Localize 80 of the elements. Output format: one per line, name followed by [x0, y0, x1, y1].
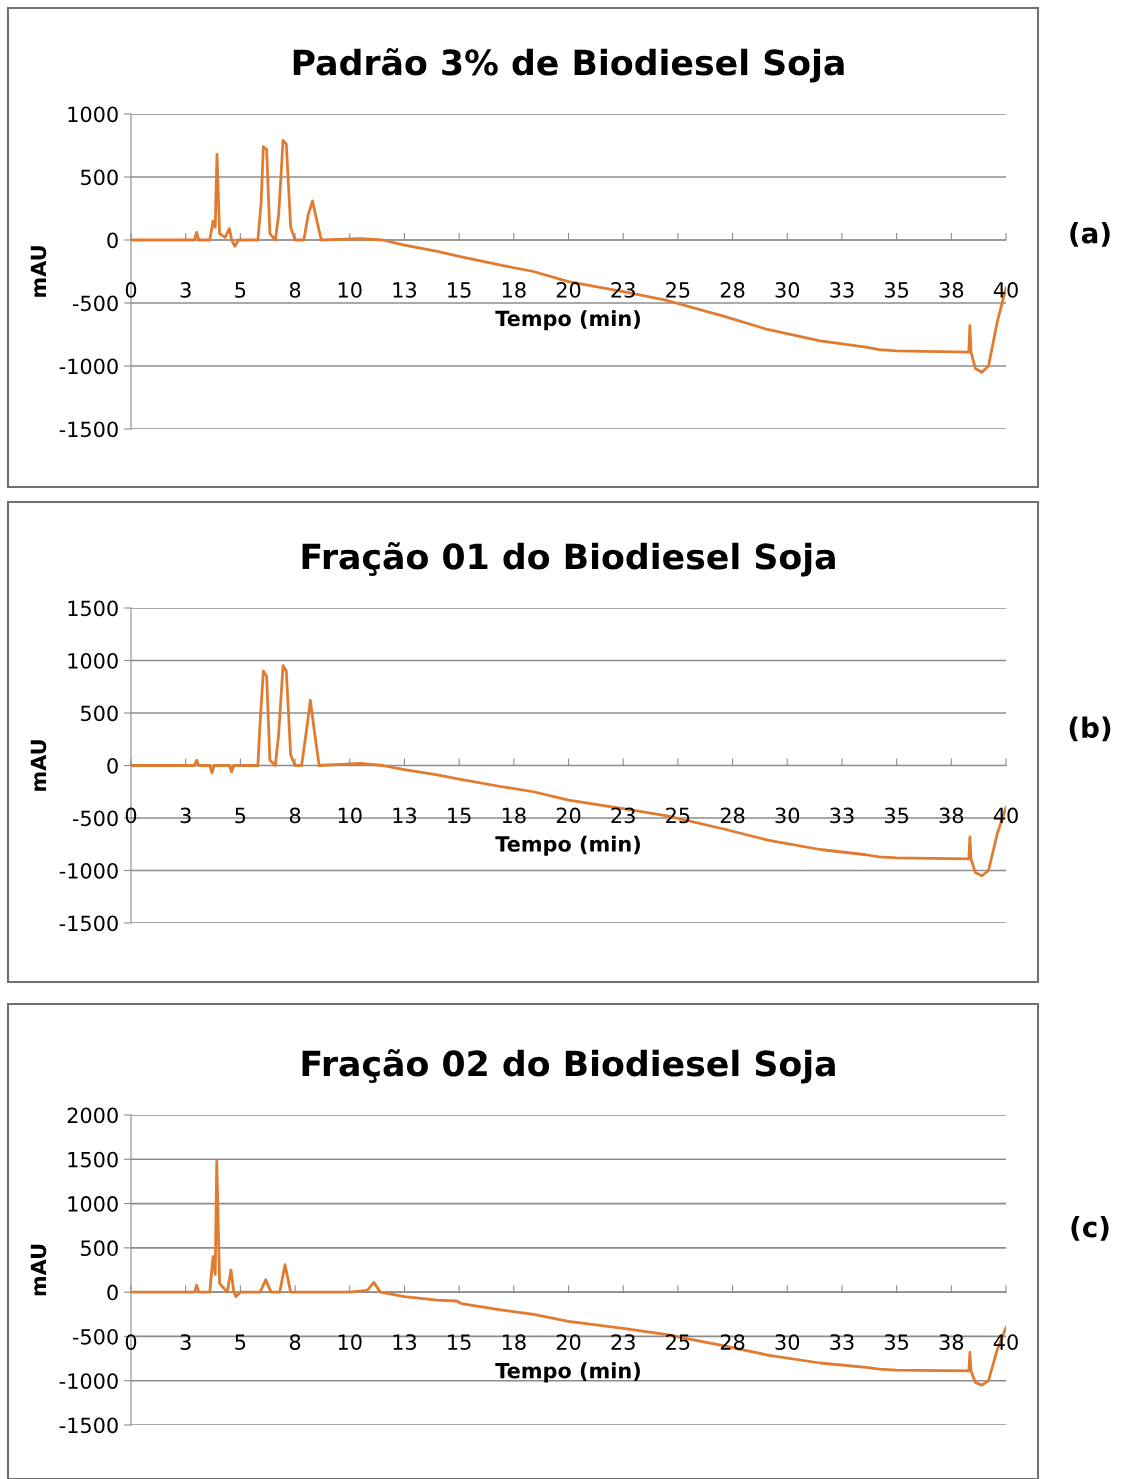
x-tick-label: 15 — [448, 1334, 471, 1350]
x-tick-label: 28 — [720, 1334, 745, 1350]
x-tick-label: 25 — [666, 282, 690, 298]
x-tick-label: 40 — [993, 282, 1018, 298]
text: (a) — [1070, 222, 1110, 247]
x-tick-label: 33 — [830, 1334, 854, 1350]
x-tick-label: 30 — [775, 282, 800, 298]
x-tick-label: 5 — [235, 1334, 246, 1350]
x-tick-label: 28 — [720, 282, 745, 298]
y-tick-label: 500 — [81, 1240, 118, 1257]
x-tick-label: 33 — [830, 282, 854, 298]
y-tick-label: 1500 — [68, 600, 118, 617]
x-tick-label: 23 — [611, 1334, 635, 1350]
y-tick-label: -1000 — [59, 358, 118, 375]
y-tick-label: 1500 — [68, 1151, 118, 1168]
x-tick-label: 13 — [393, 807, 417, 824]
x-tick-label: 35 — [884, 807, 909, 824]
x-tick-label: 25 — [666, 1334, 690, 1350]
y-tick-label: -1500 — [59, 1417, 118, 1434]
y-tick-label: -500 — [72, 295, 118, 312]
x-tick-label: 18 — [502, 1334, 526, 1350]
x-tick-label: 13 — [393, 282, 417, 298]
x-tick-label: 8 — [289, 807, 301, 824]
x-tick-label: 8 — [289, 1334, 301, 1350]
y-tick-label: 1000 — [68, 652, 118, 669]
x-tick-label: 0 — [125, 282, 137, 298]
x-tick-label: 38 — [939, 1334, 964, 1350]
y-tick-label: 2000 — [67, 1107, 118, 1124]
y-tick-label: -500 — [72, 1328, 118, 1345]
y-tick-label: 1000 — [68, 106, 118, 123]
x-tick-label: 20 — [556, 807, 581, 824]
x-tick-label: 23 — [611, 807, 635, 824]
y-tick-label: 500 — [81, 705, 118, 722]
y-tick-label: -1000 — [59, 862, 118, 879]
x-tick-label: 20 — [556, 1334, 581, 1350]
x-tick-label: 20 — [556, 282, 581, 298]
x-tick-label: 10 — [338, 807, 362, 824]
y-tick-label: -500 — [72, 810, 118, 827]
chart-title: Fração 02 do Biodiesel Soja — [302, 1049, 835, 1084]
x-tick-label: 38 — [939, 807, 964, 824]
x-tick-label: 18 — [502, 282, 526, 298]
y-tick-label: 0 — [107, 232, 118, 249]
x-tick-label: 0 — [125, 807, 137, 824]
x-tick-label: 3 — [180, 807, 191, 824]
y-tick-label: -1500 — [59, 915, 118, 932]
x-axis-title: Tempo (min) — [495, 310, 640, 331]
y-axis-title: mAU — [30, 246, 47, 297]
x-tick-label: 5 — [235, 807, 246, 824]
x-tick-label: 10 — [338, 282, 362, 298]
x-tick-label: 35 — [884, 282, 909, 298]
x-tick-label: 30 — [775, 1334, 800, 1350]
x-tick-label: 8 — [289, 282, 301, 298]
y-tick-label: -1500 — [59, 421, 118, 438]
x-tick-label: 28 — [720, 807, 745, 824]
x-tick-label: 3 — [180, 282, 191, 298]
x-tick-label: 30 — [775, 807, 800, 824]
y-tick-label: 0 — [107, 1284, 118, 1301]
x-tick-label: 13 — [393, 1334, 417, 1350]
x-axis-title: Tempo (min) — [495, 835, 640, 856]
x-tick-label: 15 — [448, 282, 471, 298]
x-tick-label: 10 — [338, 1334, 362, 1350]
text: (b) — [1069, 716, 1111, 742]
y-axis-title: mAU — [30, 740, 47, 791]
x-tick-label: 38 — [939, 282, 964, 298]
x-tick-label: 35 — [884, 1334, 909, 1350]
x-tick-label: 5 — [235, 282, 246, 298]
chart-title: Padrão 3% de Biodiesel Soja — [293, 48, 844, 83]
x-tick-label: 3 — [180, 1334, 191, 1350]
y-tick-label: 500 — [81, 169, 118, 186]
text: (c) — [1071, 1216, 1109, 1241]
x-tick-label: 33 — [830, 807, 854, 824]
y-tick-label: -1000 — [59, 1373, 118, 1389]
x-tick-label: 0 — [125, 1334, 137, 1350]
x-tick-label: 18 — [502, 807, 526, 824]
x-axis-title: Tempo (min) — [495, 1362, 640, 1383]
y-tick-label: 0 — [107, 757, 118, 774]
y-axis-title: mAU — [30, 1244, 47, 1296]
x-tick-label: 15 — [448, 807, 471, 824]
chart-title: Fração 01 do Biodiesel Soja — [302, 542, 835, 577]
y-tick-label: 1000 — [68, 1196, 118, 1212]
